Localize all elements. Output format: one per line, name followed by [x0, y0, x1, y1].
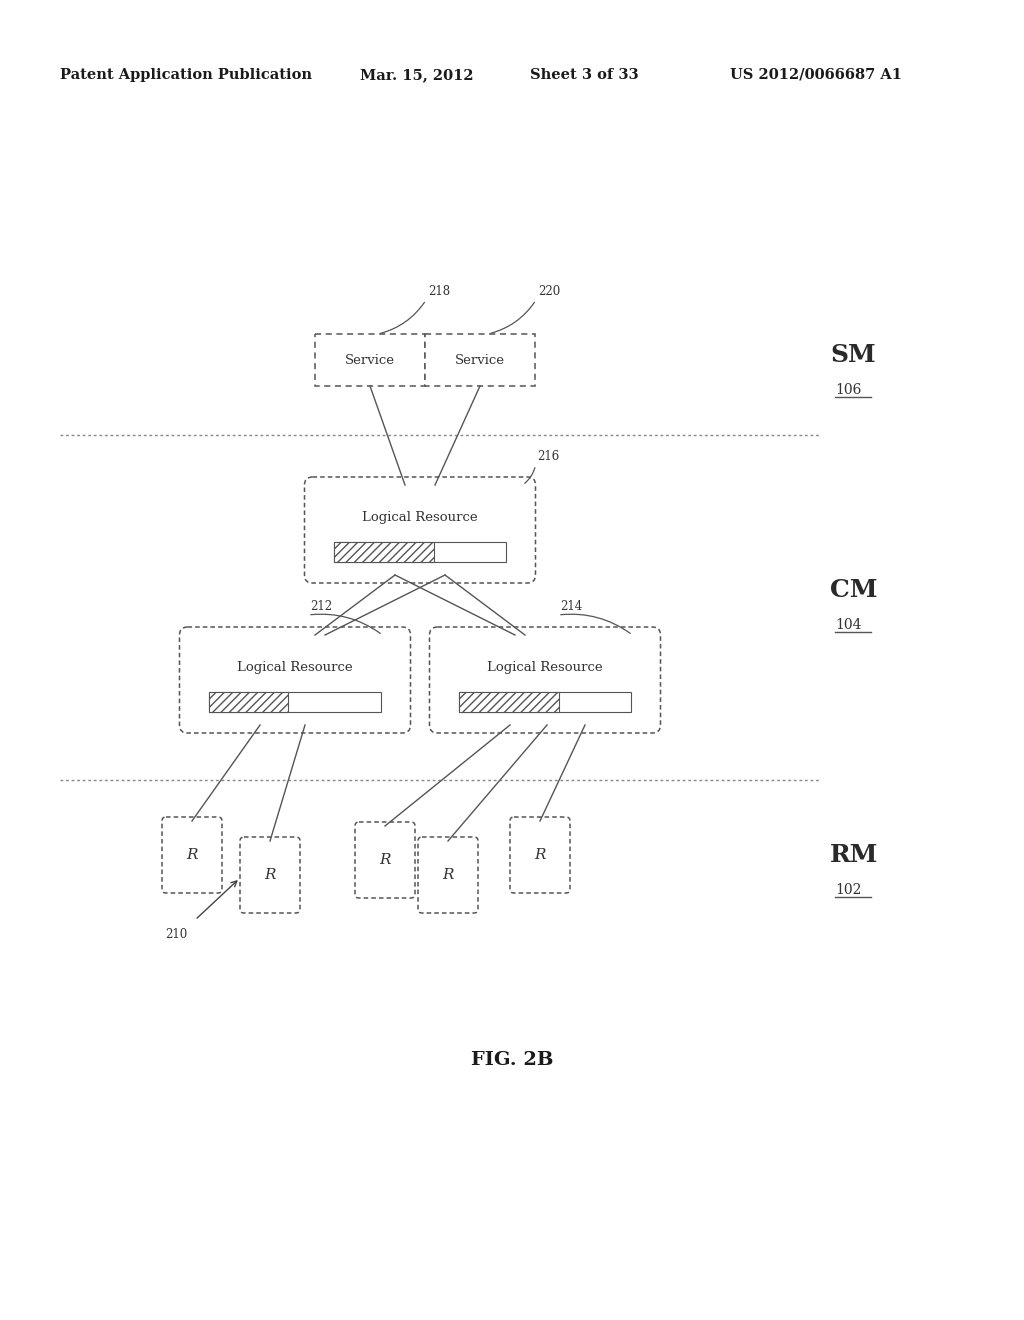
FancyBboxPatch shape [315, 334, 425, 385]
Text: 212: 212 [310, 601, 332, 612]
FancyBboxPatch shape [240, 837, 300, 913]
Bar [209, 692, 288, 711]
Text: Logical Resource: Logical Resource [238, 661, 353, 675]
Text: Mar. 15, 2012: Mar. 15, 2012 [360, 69, 474, 82]
FancyBboxPatch shape [179, 627, 411, 733]
FancyBboxPatch shape [429, 627, 660, 733]
Text: 102: 102 [835, 883, 861, 898]
Text: Service: Service [455, 354, 505, 367]
Text: Sheet 3 of 33: Sheet 3 of 33 [530, 69, 639, 82]
Bar [334, 543, 434, 562]
Text: Patent Application Publication: Patent Application Publication [60, 69, 312, 82]
Text: RM: RM [830, 843, 879, 867]
Text: 106: 106 [835, 383, 861, 397]
Text: 210: 210 [165, 928, 187, 941]
Bar [459, 692, 631, 711]
Text: US 2012/0066687 A1: US 2012/0066687 A1 [730, 69, 902, 82]
Text: 214: 214 [560, 601, 583, 612]
FancyBboxPatch shape [510, 817, 570, 894]
Text: R: R [264, 869, 275, 882]
Text: 220: 220 [538, 285, 560, 298]
Text: CM: CM [830, 578, 878, 602]
Text: Logical Resource: Logical Resource [362, 511, 478, 524]
FancyBboxPatch shape [355, 822, 415, 898]
Text: R: R [186, 847, 198, 862]
Text: R: R [379, 853, 391, 867]
FancyBboxPatch shape [425, 334, 535, 385]
Text: 104: 104 [835, 618, 861, 632]
FancyBboxPatch shape [304, 477, 536, 583]
FancyBboxPatch shape [162, 817, 222, 894]
Bar [209, 692, 381, 711]
Text: 218: 218 [428, 285, 451, 298]
Bar [459, 692, 559, 711]
Text: SM: SM [830, 343, 876, 367]
Text: R: R [535, 847, 546, 862]
Text: R: R [442, 869, 454, 882]
FancyBboxPatch shape [418, 837, 478, 913]
Text: Logical Resource: Logical Resource [487, 661, 603, 675]
Text: 216: 216 [538, 450, 560, 463]
Bar [334, 543, 506, 562]
Text: FIG. 2B: FIG. 2B [471, 1051, 553, 1069]
Text: Service: Service [345, 354, 395, 367]
